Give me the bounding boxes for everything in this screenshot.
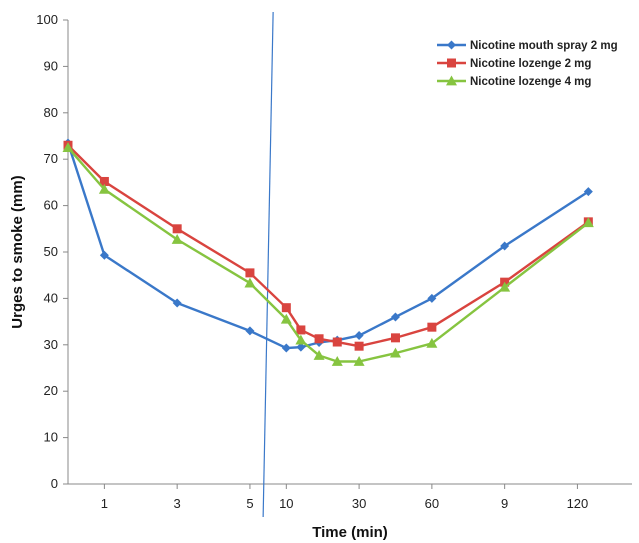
legend-marker [447,40,456,50]
series-1 [63,140,593,351]
legend-marker [446,75,457,86]
series-line [66,142,589,350]
data-point [314,334,324,344]
x-tick-label: 9 [501,496,508,511]
legend-marker [447,58,456,68]
x-tick-label: 3 [174,496,181,511]
data-point [296,342,306,352]
data-point [390,333,400,343]
y-ticks: 0 10 20 30 40 50 60 70 80 90 100 [36,12,68,491]
y-axis: 0 10 20 30 40 50 60 70 80 90 100 [36,12,69,491]
legend-item: Nicotine lozenge 2 mg [437,58,591,70]
x-ticks: 1 3 5 10 30 60 9 120 [101,484,589,511]
legend: Nicotine mouth spray 2 mg Nicotine lozeng… [437,40,618,88]
data-point [280,313,292,324]
data-point [99,176,109,186]
y-tick-label: 70 [44,151,58,166]
y-tick-label: 60 [44,198,58,213]
data-point [331,356,343,366]
x-tick-label: 5 [246,496,253,511]
data-point [62,142,74,152]
x-tick-label: 10 [279,496,293,511]
x-tick-label: 30 [352,496,366,511]
y-axis-label: Urges to smoke (mm) [9,175,26,328]
data-point [244,277,256,288]
data-point [499,281,511,292]
data-point [295,334,307,345]
series-group [62,138,594,366]
x-axis-label: Time (min) [312,524,388,541]
data-point [281,303,291,313]
y-tick-label: 80 [44,105,58,120]
y-tick-label: 40 [44,290,58,305]
data-point [313,349,325,360]
data-point [389,347,401,358]
data-point [582,217,594,228]
data-point [281,343,291,353]
data-point [427,322,437,332]
series-line [67,144,590,348]
y-tick-label: 100 [36,12,58,27]
axis-break-line [262,11,274,518]
x-tick-label: 60 [425,496,439,511]
data-point [354,331,364,341]
data-point [353,356,365,366]
data-point [172,224,182,234]
x-tick-label: 1 [101,496,108,511]
legend-item: Nicotine lozenge 4 mg [437,75,591,88]
y-tick-label: 30 [44,337,58,352]
data-point [354,341,364,351]
y-tick-label: 10 [44,430,58,445]
series-0 [63,138,593,353]
x-axis: 1 3 5 10 30 60 9 120 [68,483,632,511]
y-tick-label: 20 [44,383,58,398]
data-point [245,326,255,336]
legend-item: Nicotine mouth spray 2 mg [437,40,618,52]
series-line [67,146,590,363]
y-tick-label: 50 [44,244,58,259]
y-tick-label: 0 [51,476,58,491]
data-point [500,241,510,251]
data-point [171,233,183,244]
legend-label: Nicotine lozenge 2 mg [470,58,591,70]
data-point [427,293,437,303]
legend-label: Nicotine lozenge 4 mg [470,76,591,88]
y-tick-label: 90 [44,58,58,73]
data-point [99,250,109,260]
x-tick-label: 120 [567,496,589,511]
data-point [583,187,593,197]
data-point [332,337,342,347]
data-point [296,325,306,335]
data-point [245,268,255,278]
series-2 [62,142,594,366]
data-point [172,298,182,308]
data-point [426,337,438,348]
legend-label: Nicotine mouth spray 2 mg [470,40,618,52]
data-point [98,183,110,194]
data-point [390,312,400,322]
